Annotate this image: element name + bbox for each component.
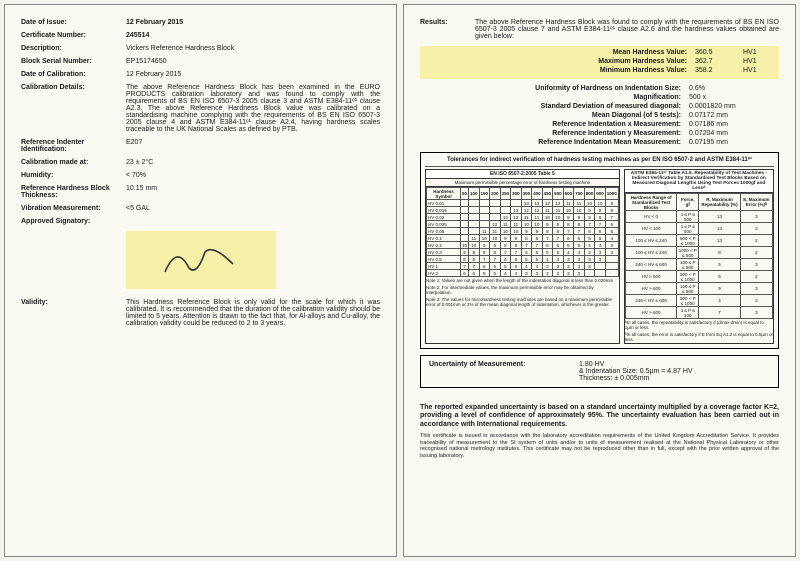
refx-label: Reference Indentation x Measurement: (420, 121, 689, 128)
mean-unit: HV1 (743, 49, 773, 56)
refm-value: 0.07195 mm (689, 139, 779, 146)
cert-no-label: Certificate Number: (21, 32, 126, 39)
footer-bold: The reported expanded uncertainty is bas… (420, 404, 779, 429)
mag-value: 500 x (689, 94, 779, 101)
note1: Note 1: Values are not given when the le… (426, 279, 619, 284)
humidity-label: Humidity: (21, 172, 126, 179)
serial-value: EP15174650 (126, 58, 380, 65)
uom-v1: 1.80 HV (579, 361, 770, 368)
refy-label: Reference Indentation y Measurement: (420, 130, 689, 137)
signatory-label: Approved Signatory: (21, 218, 126, 225)
cal-details-label: Calibration Details: (21, 84, 126, 133)
min-unit: HV1 (743, 67, 773, 74)
left-page: Date of Issue:12 February 2015 Certifica… (4, 4, 397, 557)
tolerance-box: Tolerances for indirect verification of … (420, 152, 779, 349)
tol-right-table: Hardness Range of Standardized Test Bloc… (625, 193, 773, 319)
date-issue-value: 12 February 2015 (126, 19, 380, 26)
max-label: Maximum Hardness Value: (598, 58, 687, 65)
max-unit: HV1 (743, 58, 773, 65)
mean-label: Mean Hardness Value: (613, 49, 687, 56)
unif-value: 0.6% (689, 85, 779, 92)
description-label: Description: (21, 45, 126, 52)
signature-box (126, 231, 276, 289)
footer-small: This certificate is issued in accordance… (420, 433, 779, 459)
thickness-value: 10.15 mm (126, 185, 380, 199)
tol-right-head: ASTM E384-11ᵉ¹ Table A1.5. Repeatability… (625, 170, 773, 193)
highlight-block: Mean Hardness Value: 360.5 HV1 Maximum Har… (420, 46, 779, 79)
description-value: Vickers Reference Hardness Block (126, 45, 380, 52)
thickness-label: Reference Hardness Block Thickness: (21, 185, 126, 199)
refy-value: 0.07204 mm (689, 130, 779, 137)
results-label: Results: (420, 19, 475, 40)
indenter-value: E207 (126, 139, 380, 153)
tol-left-table: Hardness Symbol5010015020025030035040045… (426, 187, 619, 277)
tolerance-left-col: EN ISO 6507-2:2005 Table 5 Maximum permi… (425, 169, 620, 344)
diag-label: Mean Diagonal (of 5 tests): (420, 112, 689, 119)
cert-no-value: 245514 (126, 32, 380, 39)
uom-label: Uncertainty of Measurement: (429, 361, 579, 382)
right-page: Results:The above Reference Hardness Blo… (403, 4, 796, 557)
tol-left-sub: Maximum permissible percentage error of … (426, 179, 619, 187)
cal-at-label: Calibration made at: (21, 159, 126, 166)
unif-label: Uniformity of Hardness on Indentation Si… (420, 85, 689, 92)
std-value: 0.0001820 mm (689, 103, 779, 110)
note3: Note 3: The values for microhardness tes… (426, 298, 619, 308)
humidity-value: < 70% (126, 172, 380, 179)
signature-icon (161, 240, 241, 280)
results-intro: The above Reference Hardness Block was f… (475, 19, 779, 40)
cal-date-value: 12 February 2015 (126, 71, 380, 78)
refm-label: Reference Indentation Mean Measurement: (420, 139, 689, 146)
tolerance-title: Tolerances for indirect verification of … (425, 157, 774, 163)
vibration-label: Vibration Measurement: (21, 205, 126, 212)
std-label: Standard Deviation of measured diagonal: (420, 103, 689, 110)
diag-value: 0.07172 mm (689, 112, 779, 119)
vibration-value: <5 GAL (126, 205, 380, 212)
tolerance-right-col: ASTM E384-11ᵉ¹ Table A1.5. Repeatability… (624, 169, 774, 344)
mean-value: 360.5 (695, 49, 735, 56)
note-r1: ᴬIn all cases, the repeatability is sati… (625, 321, 773, 331)
cal-details-value: The above Reference Hardness Block has b… (126, 84, 380, 133)
uncertainty-box: Uncertainty of Measurement: 1.80 HV & In… (420, 355, 779, 388)
uom-v2: & Indentation Size: 0.5µm = 4.87 HV (579, 368, 770, 375)
note2: Note 2: For intermediate values, the max… (426, 286, 619, 296)
note-r2: ᴮIn all cases, the error is satisfactory… (625, 333, 773, 343)
indenter-label: Reference Indenter Identification: (21, 139, 126, 153)
validity-label: Validity: (21, 299, 126, 327)
cal-date-label: Date of Calibration: (21, 71, 126, 78)
mag-label: Magnification: (420, 94, 689, 101)
min-label: Minimum Hardness Value: (600, 67, 687, 74)
tol-left-head: EN ISO 6507-2:2005 Table 5 (426, 170, 619, 179)
uom-v3: Thickness: ± 0.005mm (579, 375, 770, 382)
min-value: 358.2 (695, 67, 735, 74)
validity-value: This Hardness Reference Block is only va… (126, 299, 380, 327)
cal-at-value: 23 ± 2°C (126, 159, 380, 166)
date-issue-label: Date of Issue: (21, 19, 126, 26)
refx-value: 0.07186 mm (689, 121, 779, 128)
max-value: 362.7 (695, 58, 735, 65)
serial-label: Block Serial Number: (21, 58, 126, 65)
